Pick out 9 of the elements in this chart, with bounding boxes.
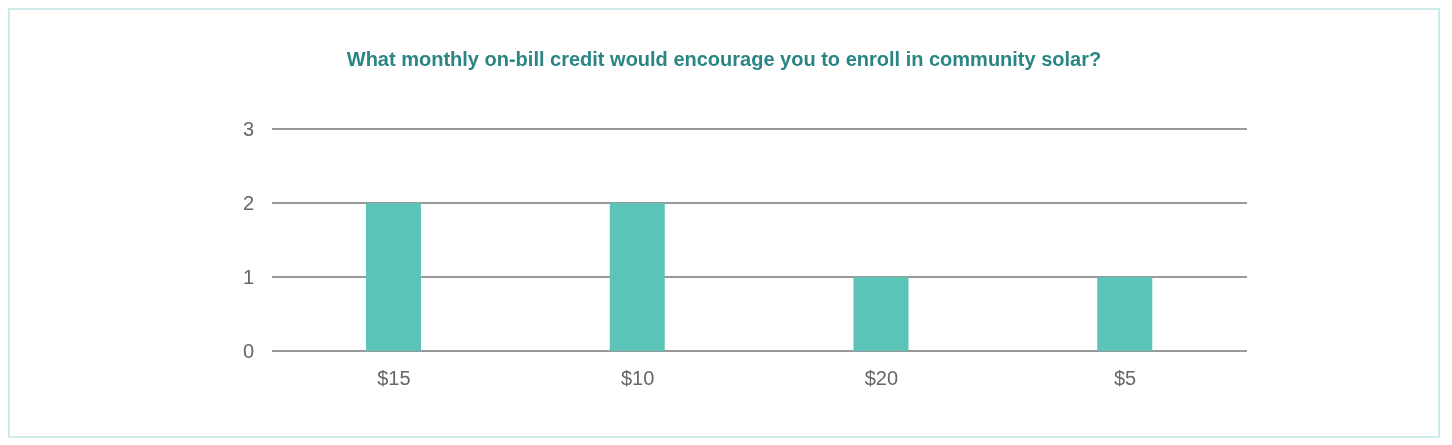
chart-title: What monthly on-bill credit would encourage you to enroll in community solar? bbox=[345, 48, 1103, 71]
y-tick-label: 1 bbox=[242, 266, 254, 289]
y-tick-label: 0 bbox=[242, 340, 254, 363]
y-tick-label: 2 bbox=[242, 192, 254, 215]
x-tick-label: $15 bbox=[377, 367, 411, 390]
x-tick-label: $20 bbox=[864, 367, 899, 390]
x-tick-label: $10 bbox=[620, 367, 655, 390]
x-tick-label: $5 bbox=[1114, 367, 1137, 390]
y-tick-label: 3 bbox=[242, 118, 254, 141]
